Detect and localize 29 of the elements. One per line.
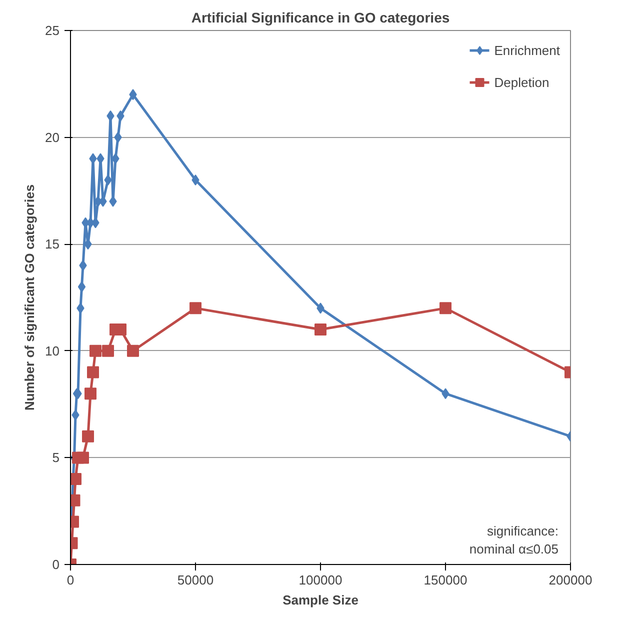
x-tick-label: 200000	[548, 572, 592, 588]
point	[84, 388, 96, 400]
point	[90, 344, 102, 357]
point	[78, 281, 86, 292]
x-tick-label: 150000	[424, 572, 468, 588]
point	[127, 344, 139, 357]
x-tick-label: 0	[66, 572, 74, 588]
y-axis-title: Number of significant GO categories	[22, 184, 38, 411]
legend-label: Enrichment	[494, 42, 560, 58]
point	[82, 430, 94, 442]
annotation: significance: nominal α≤0.05	[469, 524, 559, 556]
point	[77, 452, 89, 464]
point	[440, 302, 452, 314]
point	[70, 473, 82, 486]
point	[102, 344, 114, 357]
y-tick-label: 0	[52, 557, 60, 572]
y-tick-label: 25	[45, 23, 60, 38]
point	[87, 366, 99, 378]
point	[190, 302, 202, 314]
y-tick-label: 15	[45, 236, 60, 252]
x-tick-label: 100000	[298, 572, 342, 588]
point	[314, 324, 326, 336]
x-axis-title: Sample Size	[282, 592, 358, 608]
legend-label: Depletion	[494, 74, 550, 90]
y-tick-label: 5	[52, 450, 60, 466]
x-tick-label: 50000	[177, 572, 214, 588]
chart-title: Artificial Significance in GO categories	[191, 10, 450, 26]
y-tick-label: 20	[45, 130, 60, 145]
y-tick-label: 10	[45, 343, 60, 358]
